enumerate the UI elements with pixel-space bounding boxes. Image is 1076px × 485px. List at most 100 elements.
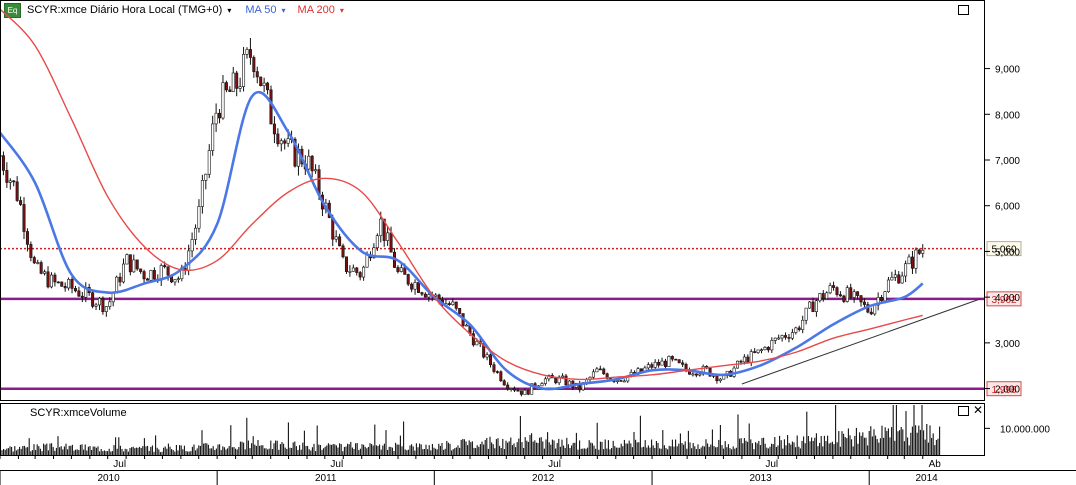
candle-body (245, 49, 249, 55)
candle-body (454, 301, 458, 309)
candle-body (859, 295, 863, 303)
candle-body (708, 367, 712, 377)
candle-body (49, 274, 53, 288)
candle-body (94, 304, 98, 307)
x-month-label: Jul (113, 459, 126, 470)
eq-icon[interactable]: Eq (4, 3, 21, 18)
candle-body (1, 155, 5, 171)
x-month-label: Jul (765, 459, 778, 470)
volume-panel-frame (0, 403, 985, 456)
candle-body (883, 291, 887, 302)
candle-body (674, 358, 678, 361)
candle-body (663, 360, 667, 367)
candle-body (115, 276, 119, 294)
candle-body (646, 364, 650, 369)
support-line-label: 1,996 (991, 385, 1016, 396)
candle-body (8, 180, 12, 183)
candle-body (399, 267, 403, 272)
candle-body (77, 290, 81, 297)
volume-panel-maximize-icon[interactable] (958, 406, 969, 416)
candle-body (509, 388, 513, 390)
x-year-label: 2010 (97, 473, 120, 484)
candle-body (341, 245, 345, 258)
candle-body (111, 292, 115, 303)
candle-body (698, 373, 702, 376)
candle-body (36, 262, 40, 264)
candle-body (365, 254, 369, 268)
x-month-label: Jul (330, 459, 343, 470)
moving-averages (0, 8, 924, 391)
candle-body (591, 371, 595, 378)
title-dropdown-icon[interactable]: ▾ (227, 5, 232, 15)
candle-body (43, 271, 47, 274)
candle-body (825, 292, 829, 299)
candle-body (101, 297, 105, 312)
candle-body (214, 112, 218, 125)
candle-body (543, 378, 547, 384)
candle-body (691, 373, 695, 376)
candle-body (540, 383, 544, 387)
candle-body (200, 180, 204, 207)
candle-body (389, 232, 393, 253)
candle-body (639, 368, 643, 372)
candle-body (499, 371, 503, 382)
candle-body (173, 279, 177, 283)
candle-body (516, 389, 520, 392)
candle-body (554, 377, 558, 384)
volume-panel-close-icon[interactable]: ✕ (973, 403, 984, 417)
candle-body (166, 266, 170, 276)
candle-body (362, 266, 366, 278)
candle-body (657, 362, 661, 366)
candle-body (715, 375, 719, 382)
candle-body (338, 236, 342, 247)
ma50-dropdown-icon[interactable]: ▾ (281, 5, 286, 15)
ma200-legend[interactable]: MA 200 (297, 4, 335, 16)
candle-body (814, 300, 818, 312)
candle-body (248, 49, 252, 58)
candle-body (262, 82, 266, 87)
candle-body (753, 351, 757, 353)
candle-body (856, 291, 860, 296)
candle-body (420, 292, 424, 295)
candle-body (763, 346, 767, 351)
candle-body (890, 277, 894, 281)
candle-body (104, 306, 108, 312)
candle-body (790, 332, 794, 339)
candle-body (204, 173, 208, 181)
candle-body (63, 286, 67, 289)
candle-body (283, 140, 287, 144)
candle-body (619, 380, 623, 382)
last-price-tag (986, 241, 1022, 257)
candle-body (900, 275, 904, 284)
candle-body (849, 287, 853, 298)
candle-body (904, 263, 908, 277)
candle-body (80, 295, 84, 298)
candle-body (907, 256, 911, 265)
candle-body (29, 244, 33, 258)
candle-body (142, 271, 146, 280)
candle-body (73, 288, 77, 292)
candle-body (557, 376, 561, 384)
ma50-legend[interactable]: MA 50 (245, 4, 277, 16)
candle-body (862, 301, 866, 305)
candle-body (914, 249, 918, 269)
candle-body (128, 254, 132, 273)
x-year-label: 2014 (915, 473, 938, 484)
candle-body (766, 346, 770, 351)
candle-body (595, 368, 599, 373)
candle-body (334, 236, 338, 240)
y-tick-label: 2,000 (995, 385, 1020, 396)
candle-body (146, 278, 150, 281)
ma200-dropdown-icon[interactable]: ▾ (339, 5, 344, 15)
candle-body (458, 308, 462, 314)
price-panel-maximize-icon[interactable] (958, 5, 969, 15)
candle-body (811, 301, 815, 312)
candle-body (770, 340, 774, 351)
candle-body (163, 265, 167, 268)
candle-body (838, 294, 842, 297)
candle-body (228, 89, 232, 92)
axis-labels: 9,000 8,000 7,000 6,000 5,000 4,000 3,000 2,000… (97, 65, 1050, 484)
candle-body (794, 327, 798, 333)
y-tick-label: 4,000 (995, 293, 1020, 304)
candle-body (252, 57, 256, 72)
